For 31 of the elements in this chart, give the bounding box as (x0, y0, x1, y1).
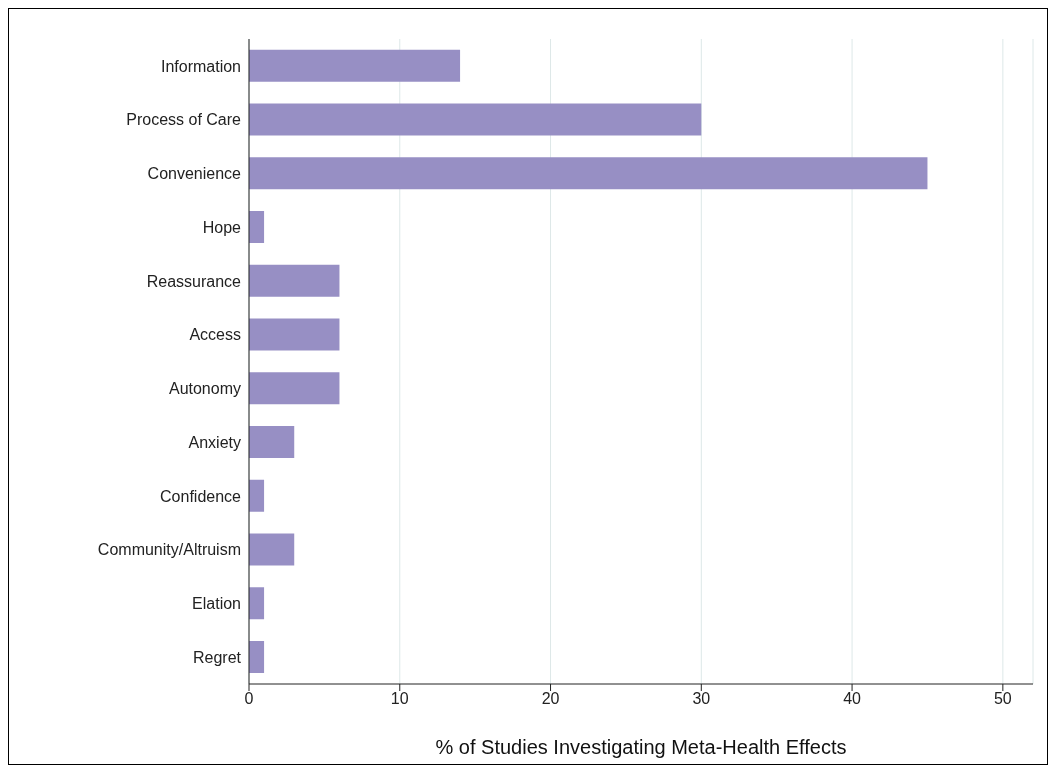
x-axis-title: % of Studies Investigating Meta-Health Effects (435, 736, 847, 758)
bar (249, 372, 340, 405)
bar (249, 264, 340, 297)
y-tick-label: Anxiety (188, 433, 241, 451)
bar (249, 211, 265, 243)
x-tick-label: 50 (993, 690, 1012, 708)
y-tick-label: Regret (192, 648, 242, 666)
y-tick-label: Reassurance (146, 272, 242, 290)
x-tick-label: 40 (843, 690, 862, 708)
x-tick-label: 10 (390, 690, 409, 708)
y-tick-label: Elation (192, 595, 241, 613)
bar (249, 157, 928, 190)
y-tick-label: Autonomy (168, 380, 241, 398)
bar (249, 318, 340, 351)
y-tick-label: Access (189, 326, 241, 344)
y-tick-label: Community/Altruism (97, 541, 241, 559)
bar (249, 103, 702, 136)
y-tick-label: Process of Care (126, 111, 242, 129)
bar (249, 49, 461, 82)
bar (249, 641, 265, 673)
x-tick-label: 20 (541, 690, 560, 708)
x-tick-label: 30 (692, 690, 711, 708)
y-tick-label: Confidence (160, 487, 242, 505)
y-tick-label: Information (160, 57, 241, 75)
bar (249, 533, 295, 566)
bar (249, 479, 265, 512)
y-tick-label: Hope (202, 218, 242, 236)
x-tick-label: 0 (244, 690, 254, 708)
bar (249, 426, 295, 458)
y-tick-label: Convenience (147, 165, 242, 183)
bar (249, 587, 265, 620)
